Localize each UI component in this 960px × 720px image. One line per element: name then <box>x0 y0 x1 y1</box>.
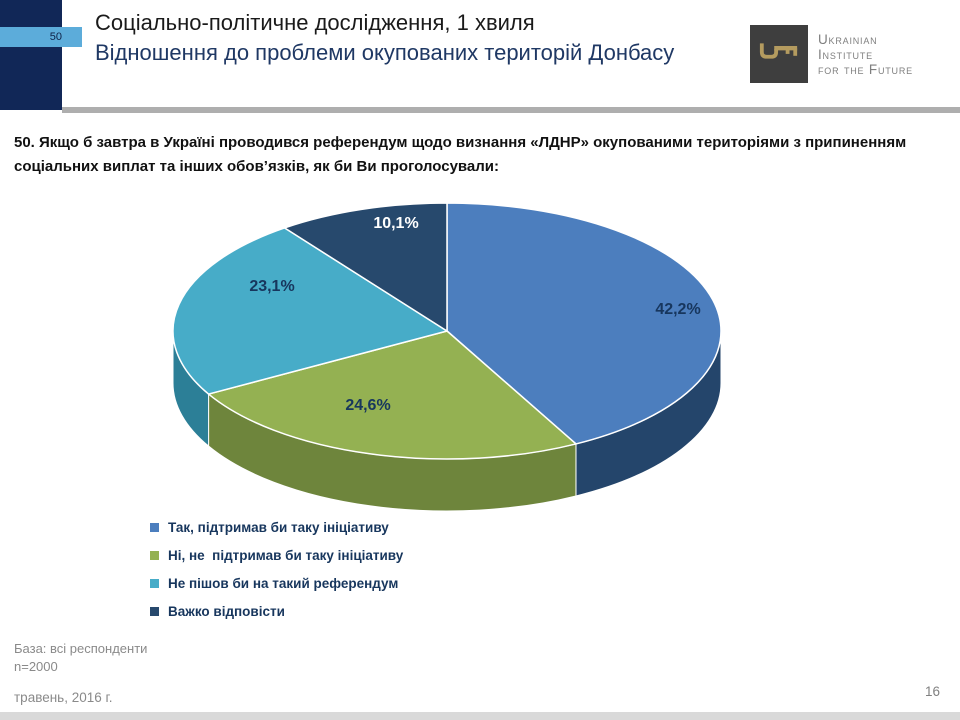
legend-label: Так, підтримав би таку ініціативу <box>168 519 389 535</box>
pie-slice-top <box>283 202 448 332</box>
base-line-1: База: всі респонденти <box>14 641 148 656</box>
pie-slice-top <box>172 227 448 395</box>
org-logo: Ukrainian Institute for the Future <box>750 25 913 83</box>
logo-line-2: Institute <box>818 46 873 62</box>
legend-swatch-blue <box>150 522 159 532</box>
pie-value-label: 10,1% <box>373 215 418 232</box>
header: Соціально-політичне дослідження, 1 хвиля… <box>95 7 715 68</box>
pie-value-label: 42,2% <box>655 301 700 318</box>
slide-subtitle: Відношення до проблеми окупованих терито… <box>95 40 675 65</box>
logo-box <box>750 25 808 83</box>
legend-item: Ні, не підтримав би таку ініціативу <box>150 541 403 569</box>
legend-label: Ні, не підтримав би таку ініціативу <box>168 547 404 563</box>
legend-label: Важко відповісти <box>168 603 285 619</box>
sample-base-note: База: всі респонденти n=2000 <box>14 640 147 676</box>
legend-swatch-cyan <box>150 578 159 588</box>
legend-item: Не пішов би на такий референдум <box>150 569 403 597</box>
pie-slice-top <box>207 330 577 460</box>
base-line-2: n=2000 <box>14 659 58 674</box>
legend-item: Так, підтримав би таку ініціативу <box>150 513 403 541</box>
slide-number-tab: 50 <box>0 27 82 47</box>
legend-label: Не пішов би на такий референдум <box>168 575 399 591</box>
chart-legend: Так, підтримав би таку ініціативу Ні, не… <box>150 513 403 625</box>
legend-item: Важко відповісти <box>150 597 403 625</box>
slide-title: Соціально-політичне дослідження, 1 хвиля <box>95 10 535 35</box>
bottom-strip <box>0 712 960 720</box>
page-number: 16 <box>924 684 940 699</box>
legend-swatch-green <box>150 550 159 560</box>
header-divider <box>62 107 960 113</box>
pie-value-label: 24,6% <box>345 397 390 414</box>
legend-swatch-navy <box>150 606 159 616</box>
logo-wordmark: Ukrainian Institute for the Future <box>818 32 913 77</box>
pie-value-label: 23,1% <box>249 278 294 295</box>
logo-line-1: Ukrainian <box>818 31 878 47</box>
logo-line-3: for the Future <box>818 61 913 77</box>
question-text: 50. Якщо б завтра в Україні проводився р… <box>14 134 907 175</box>
key-icon <box>758 39 800 70</box>
header-accent-block <box>0 0 62 110</box>
pie-slice-top <box>446 202 722 445</box>
survey-date: травень, 2016 г. <box>14 690 113 705</box>
